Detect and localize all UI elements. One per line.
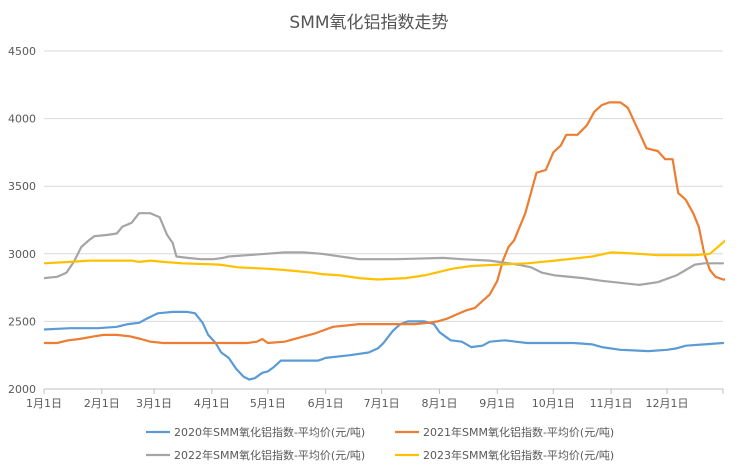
x-tick-label: 12月1日: [646, 397, 689, 410]
chart-title: SMM氧化铝指数走势: [289, 13, 448, 33]
y-tick-label: 3500: [8, 180, 36, 193]
series-line-2020: [44, 310, 725, 381]
x-tick-label: 6月1日: [308, 397, 344, 410]
x-tick-label: 3月1日: [136, 397, 172, 410]
legend-label: 2021年SMM氧化铝指数-平均价(元/吨): [423, 425, 614, 439]
y-tick-label: 4500: [8, 45, 36, 58]
series-line-2022: [44, 212, 725, 286]
x-tick-label: 7月1日: [364, 397, 400, 410]
x-tick-label: 1月1日: [26, 397, 62, 410]
axis-layer: 2000 2500 3000 3500 4000 4500 1月1日 2月1日 3月1日 4月1日…: [8, 45, 724, 410]
legend-label: 2020年SMM氧化铝指数-平均价(元/吨): [174, 425, 365, 439]
x-tick-label: 4月1日: [194, 397, 230, 410]
x-tick-label: 5月1日: [250, 397, 286, 410]
grid-layer: [44, 50, 723, 322]
y-tick-label: 2500: [8, 315, 36, 328]
series-layer: [44, 101, 725, 381]
legend: 2020年SMM氧化铝指数-平均价(元/吨) 2021年SMM氧化铝指数-平均价(…: [146, 425, 614, 462]
y-tick-label: 3000: [8, 248, 36, 261]
series-line-2023: [44, 239, 725, 281]
x-tick-label: 11月1日: [590, 397, 633, 410]
x-tick-label: 2月1日: [84, 397, 120, 410]
x-tick-label: 10月1日: [532, 397, 575, 410]
x-tick-label: 9月1日: [479, 397, 515, 410]
y-tick-label: 4000: [8, 113, 36, 126]
y-tick-label: 2000: [8, 383, 36, 396]
series-line-2021: [44, 101, 725, 345]
legend-label: 2022年SMM氧化铝指数-平均价(元/吨): [174, 448, 365, 462]
legend-label: 2023年SMM氧化铝指数-平均价(元/吨): [423, 448, 614, 462]
x-tick-label: 8月1日: [421, 397, 457, 410]
